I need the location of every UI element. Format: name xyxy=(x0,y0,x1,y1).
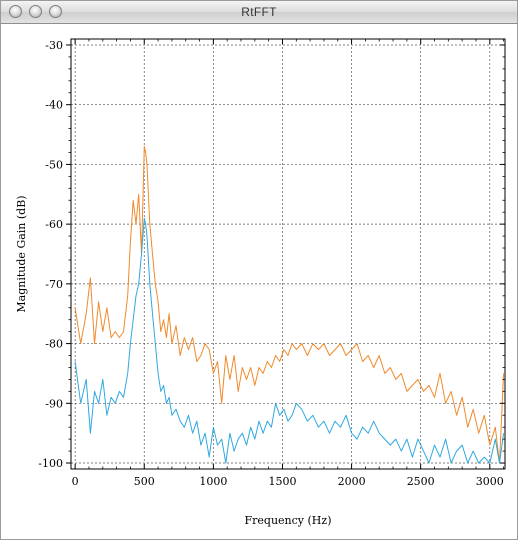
x-tick-label: 3000 xyxy=(476,475,504,488)
title-bar[interactable]: RtFFT xyxy=(1,1,517,24)
plot-frame xyxy=(70,38,506,470)
y-tick-label: -50 xyxy=(45,158,63,171)
y-tick-label: -60 xyxy=(45,218,63,231)
x-axis-label: Frequency (Hz) xyxy=(245,514,332,527)
zoom-button[interactable] xyxy=(49,5,62,18)
grid xyxy=(71,39,505,469)
y-tick-label: -40 xyxy=(45,99,63,112)
y-tick-label: -80 xyxy=(45,338,63,351)
y-tick-label: -70 xyxy=(45,278,63,291)
x-tick-label: 1500 xyxy=(268,475,296,488)
window-title: RtFFT xyxy=(241,5,277,19)
y-tick-label: -30 xyxy=(45,39,63,52)
y-tick-label: -90 xyxy=(45,397,63,410)
x-tick-label: 500 xyxy=(134,475,155,488)
series-group xyxy=(74,146,505,464)
minimize-button[interactable] xyxy=(29,5,42,18)
close-button[interactable] xyxy=(9,5,22,18)
axis-ticks: -30 -40 -50 -60 -70 -80 -90 -100 0 500 1000 1500 200… xyxy=(38,39,505,488)
x-tick-label: 2000 xyxy=(338,475,366,488)
y-axis-label: Magnitude Gain (dB) xyxy=(15,195,28,312)
y-tick-label: -100 xyxy=(38,457,63,470)
x-tick-label: 0 xyxy=(72,475,79,488)
x-tick-label: 1000 xyxy=(199,475,227,488)
fft-plot: -30 -40 -50 -60 -70 -80 -90 -100 0 500 1000 1500 200… xyxy=(15,38,506,527)
series-line-2 xyxy=(74,217,505,464)
x-tick-label: 2500 xyxy=(407,475,435,488)
series-line-1 xyxy=(74,146,505,464)
